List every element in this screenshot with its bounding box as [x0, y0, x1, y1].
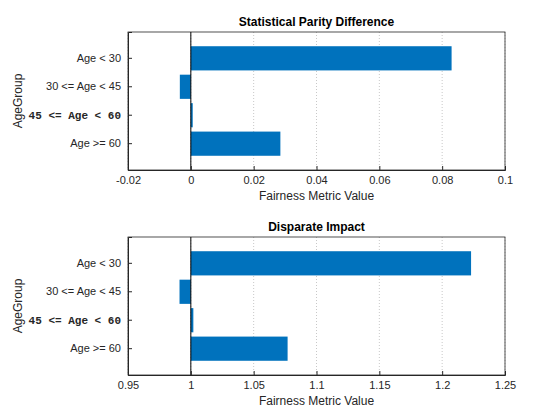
axis-line	[129, 33, 133, 171]
tick-mark	[379, 166, 380, 170]
tick-label: 0.95	[118, 379, 139, 391]
title: Statistical Parity Difference	[239, 15, 395, 29]
tick-label: 30 <= Age < 45	[46, 80, 121, 92]
x-axis-title: Fairness Metric Value	[259, 189, 374, 203]
tick-label: 1.05	[243, 379, 264, 391]
tick-mark	[128, 86, 132, 87]
tick-label: 0	[188, 174, 194, 186]
tick: Age < 30	[77, 257, 132, 269]
baseline	[190, 32, 191, 170]
x-axis: 0.95 1 1.05 1.1 1.15 1.2 1.25	[118, 371, 516, 391]
bars	[180, 32, 452, 170]
grid-line	[190, 32, 191, 170]
tick-label: 1.25	[495, 379, 516, 391]
tick: 45 <= Age < 60	[29, 110, 132, 122]
baseline	[190, 237, 191, 375]
tick: 0.1	[498, 166, 513, 186]
tick-label: 0.02	[243, 174, 264, 186]
tick-mark	[128, 320, 132, 321]
tick-label: 0.04	[306, 174, 327, 186]
chart: -0.02 0 0.02 0.04 0.06 0.08 0.1 Age < 30 30 <= A…	[11, 15, 513, 203]
tick-label: -0.02	[116, 174, 141, 186]
chart: 0.95 1 1.05 1.1 1.15 1.2 1.25 Age < 30 30 <= Age…	[11, 220, 516, 408]
bar	[180, 75, 191, 99]
tick-label: Age < 30	[77, 257, 121, 269]
tick: 1	[188, 371, 194, 391]
bar	[191, 337, 288, 361]
tick-mark	[191, 371, 192, 375]
tick-label: 45 <= Age < 60	[29, 315, 121, 327]
tick: 0.08	[432, 166, 453, 186]
bar	[191, 46, 452, 70]
tick-mark	[254, 371, 255, 375]
tick: 0.02	[243, 166, 264, 186]
title: Disparate Impact	[268, 220, 365, 234]
tick: 1.1	[309, 371, 324, 391]
tick: 30 <= Age < 45	[46, 285, 132, 297]
y-axis-title: AgeGroup	[11, 278, 25, 333]
tick-label: 1.15	[369, 379, 390, 391]
tick-mark	[191, 166, 192, 170]
grid-line	[190, 237, 191, 375]
tick-mark	[254, 166, 255, 170]
tick: 1.25	[495, 371, 516, 391]
axis-line	[129, 238, 133, 376]
tick-label: 1	[188, 379, 194, 391]
tick-label: 0.08	[432, 174, 453, 186]
bar	[191, 132, 281, 156]
tick-mark	[128, 291, 132, 292]
plot-area	[128, 32, 505, 170]
y-axis-title: AgeGroup	[11, 73, 25, 128]
tick-mark	[317, 166, 318, 170]
tick: 0.04	[306, 166, 327, 186]
tick-label: 0.1	[498, 174, 513, 186]
tick-label: Age >= 60	[70, 137, 121, 149]
tick-mark	[128, 58, 132, 59]
tick: Age < 30	[77, 52, 132, 64]
tick: 30 <= Age < 45	[46, 80, 132, 92]
tick: Age >= 60	[70, 342, 132, 354]
grid	[128, 32, 505, 170]
x-axis: -0.02 0 0.02 0.04 0.06 0.08 0.1	[116, 166, 513, 186]
tick-label: 30 <= Age < 45	[46, 285, 121, 297]
tick-mark	[505, 166, 506, 170]
tick: 1.15	[369, 371, 390, 391]
tick-label: Age < 30	[77, 52, 121, 64]
y-axis: Age < 30 30 <= Age < 45 45 <= Age < 60 Age …	[29, 238, 132, 376]
tick-mark	[442, 371, 443, 375]
tick-label: 0.06	[369, 174, 390, 186]
tick-mark	[128, 143, 132, 144]
plot-frame	[128, 32, 505, 170]
tick-label: 1.1	[309, 379, 324, 391]
tick: 45 <= Age < 60	[29, 315, 132, 327]
tick-label: Age >= 60	[70, 342, 121, 354]
tick-mark	[128, 263, 132, 264]
tick-mark	[128, 115, 132, 116]
tick: 0	[188, 166, 194, 186]
bar	[180, 280, 191, 304]
tick-label: 45 <= Age < 60	[29, 110, 121, 122]
grid	[128, 237, 505, 375]
tick-label: 1.2	[435, 379, 450, 391]
tick: 0.06	[369, 166, 390, 186]
plot-frame	[128, 237, 505, 375]
tick: Age >= 60	[70, 137, 132, 149]
tick-mark	[317, 371, 318, 375]
tick-mark	[505, 371, 506, 375]
figure: -0.02 0 0.02 0.04 0.06 0.08 0.1 Age < 30 30 <= A…	[0, 0, 560, 420]
axis-line	[129, 371, 506, 376]
tick: 1.2	[435, 371, 450, 391]
x-axis-title: Fairness Metric Value	[259, 394, 374, 408]
plot-area	[128, 237, 505, 375]
tick: 1.05	[243, 371, 264, 391]
tick-mark	[128, 348, 132, 349]
bar	[191, 251, 471, 275]
tick-mark	[442, 166, 443, 170]
axis-line	[129, 166, 506, 171]
y-axis: Age < 30 30 <= Age < 45 45 <= Age < 60 Age …	[29, 33, 132, 171]
tick-mark	[379, 371, 380, 375]
bars	[180, 237, 472, 375]
